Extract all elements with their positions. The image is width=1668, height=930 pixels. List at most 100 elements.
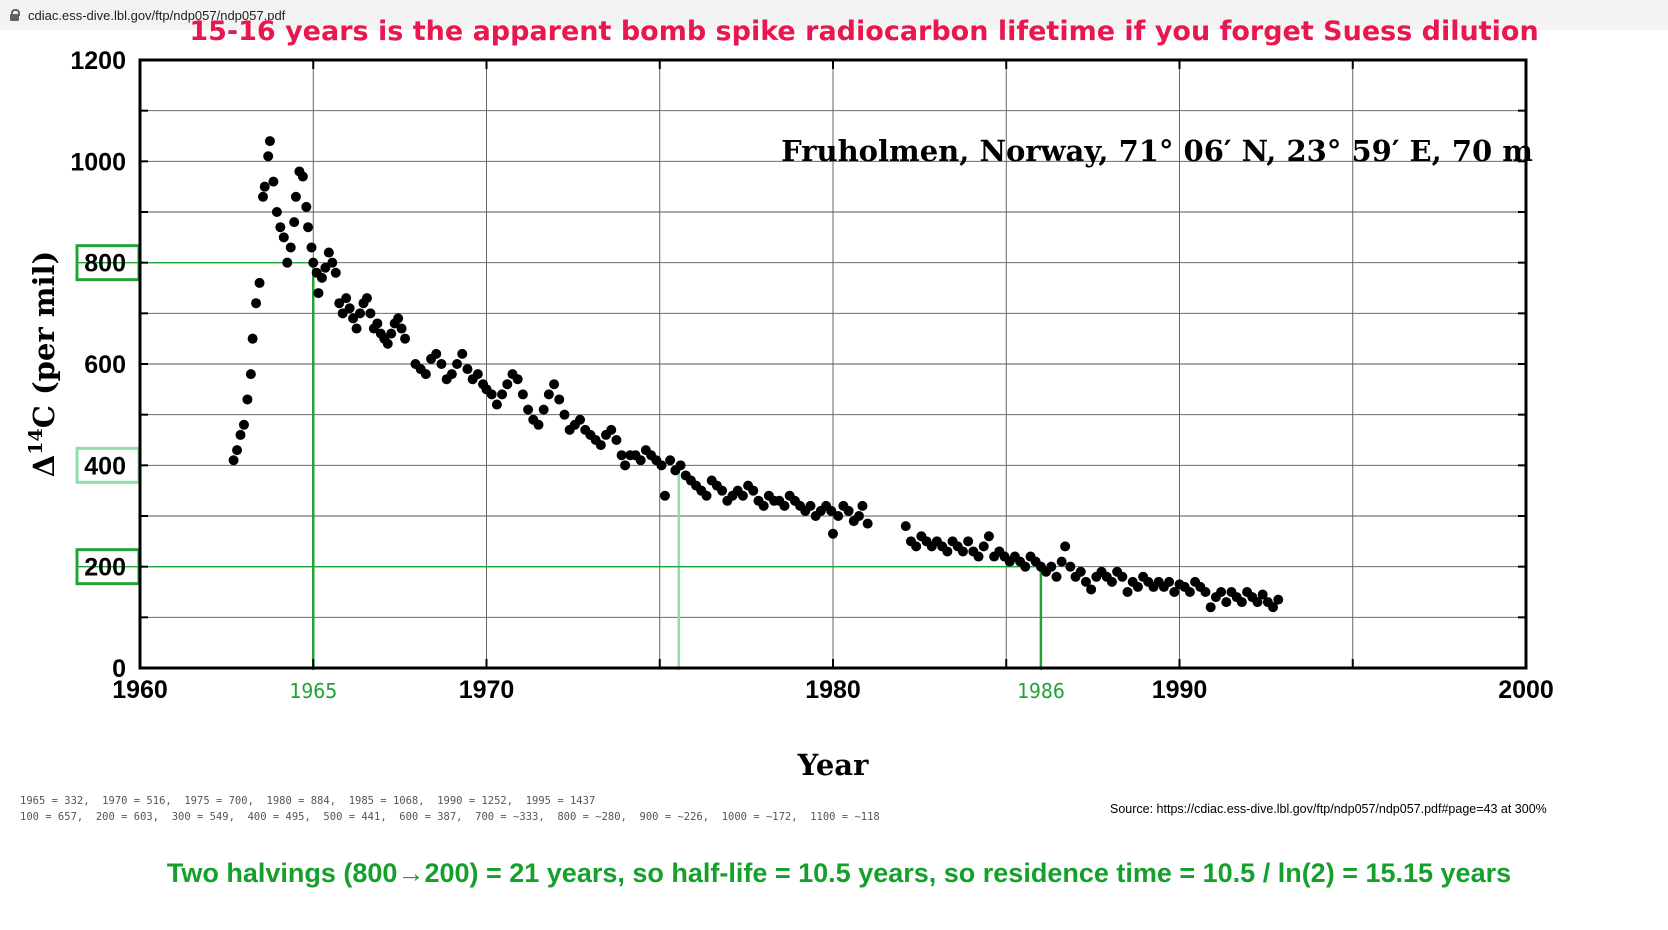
data-point <box>316 272 327 283</box>
data-point <box>512 374 523 385</box>
data-point <box>361 293 372 304</box>
x-axis-title: Year <box>797 748 869 782</box>
conclusion: Two halvings (800→200) = 21 years, so ha… <box>166 858 1512 888</box>
y-axis-title-delta: Δ <box>27 455 61 478</box>
data-point <box>1086 584 1097 595</box>
data-point <box>386 328 397 339</box>
axis-labels: 0 200 400 600 800 1000 1200 1960 1970 1980 1990 200… <box>70 47 1553 704</box>
data-point <box>963 536 974 547</box>
data-point <box>543 389 554 400</box>
data-point <box>1257 589 1268 600</box>
data-point <box>247 333 258 344</box>
data-point <box>431 348 442 359</box>
data-point <box>1046 561 1057 572</box>
data-point <box>396 323 407 334</box>
data-point <box>232 445 243 456</box>
data-point <box>1065 561 1076 572</box>
data-point <box>554 394 565 405</box>
data-point <box>1221 597 1232 608</box>
data-point <box>1164 576 1175 587</box>
data-point <box>635 455 646 466</box>
data-point <box>620 460 631 471</box>
data-point <box>559 409 570 420</box>
x-tick-label: 1960 <box>112 676 168 704</box>
data-point <box>805 500 816 511</box>
annotation-lines <box>75 244 1043 670</box>
data-point <box>436 359 447 369</box>
source-citation: Source: https://cdiac.ess-dive.lbl.gov/f… <box>1110 802 1547 816</box>
data-point <box>251 298 262 309</box>
data-point <box>665 455 676 466</box>
data-point <box>779 500 790 511</box>
data-point <box>595 440 606 451</box>
data-point <box>828 528 838 539</box>
data-point <box>748 485 759 496</box>
data-point <box>491 399 502 410</box>
y-tick-label: 400 <box>84 452 126 480</box>
data-point <box>393 313 404 324</box>
data-point <box>228 455 239 466</box>
chart-subtitle: Fruholmen, Norway, 71° 06′ N, 23° 59′ E,… <box>781 134 1533 168</box>
data-point <box>538 404 549 415</box>
x-tick-label: 1970 <box>459 676 515 704</box>
data-point <box>717 485 728 496</box>
data-point <box>517 389 528 400</box>
annotation-year-label: 1965 <box>289 679 337 703</box>
data-point <box>1060 541 1071 552</box>
x-tick-label: 1990 <box>1152 676 1208 704</box>
data-point <box>497 389 508 400</box>
data-point <box>382 338 393 349</box>
data-point <box>278 232 289 243</box>
data-point <box>289 217 300 228</box>
notes-line-1: 1965 = 332, 1970 = 516, 1975 = 700, 1980… <box>20 795 596 807</box>
data-point <box>323 247 334 258</box>
data-point <box>268 176 279 187</box>
data-point <box>1020 561 1031 572</box>
data-point <box>303 222 314 233</box>
address-bar[interactable]: cdiac.ess-dive.lbl.gov/ftp/ndp057/ndp057… <box>0 0 1668 30</box>
data-point <box>334 298 345 309</box>
data-point <box>857 500 868 511</box>
y-axis-title-superscript: 14 <box>25 428 47 454</box>
data-point <box>263 151 274 162</box>
data-point <box>348 313 359 324</box>
data-point <box>523 404 534 415</box>
data-point <box>462 364 473 375</box>
data-point <box>1273 594 1284 605</box>
data-point <box>337 308 348 319</box>
data-point <box>1184 587 1195 597</box>
data-point <box>1216 587 1227 597</box>
data-point <box>606 424 617 435</box>
data-point <box>862 518 873 529</box>
data-point <box>659 490 670 501</box>
data-point <box>1236 597 1247 608</box>
data-point <box>306 242 317 253</box>
y-tick-label: 800 <box>84 250 126 278</box>
data-point <box>826 505 837 516</box>
data-point <box>853 511 864 521</box>
data-point <box>833 511 844 521</box>
url-text[interactable]: cdiac.ess-dive.lbl.gov/ftp/ndp057/ndp057… <box>28 8 286 23</box>
headline: 15-16 years is the apparent bomb spike r… <box>189 16 1539 47</box>
y-tick-label: 600 <box>84 351 126 379</box>
data-point <box>957 546 968 557</box>
data-point <box>259 181 270 192</box>
data-point <box>344 303 355 314</box>
lock-icon <box>10 9 20 21</box>
data-point <box>330 267 341 278</box>
data-point <box>502 379 513 390</box>
data-point <box>1106 576 1117 587</box>
data-point <box>1056 556 1067 567</box>
y-axis-title-unit: C (per mil) <box>27 251 61 428</box>
data-point <box>1132 581 1143 592</box>
data-point <box>1205 602 1216 613</box>
data-point <box>245 369 256 380</box>
data-point <box>611 435 622 445</box>
data-point <box>973 551 984 562</box>
data-point <box>575 414 586 425</box>
data-point <box>446 369 457 380</box>
data-point <box>486 389 497 400</box>
data-point <box>420 369 431 380</box>
y-axis-title: Δ14C (per mil) <box>25 251 61 477</box>
axis-ticks <box>140 60 1526 668</box>
